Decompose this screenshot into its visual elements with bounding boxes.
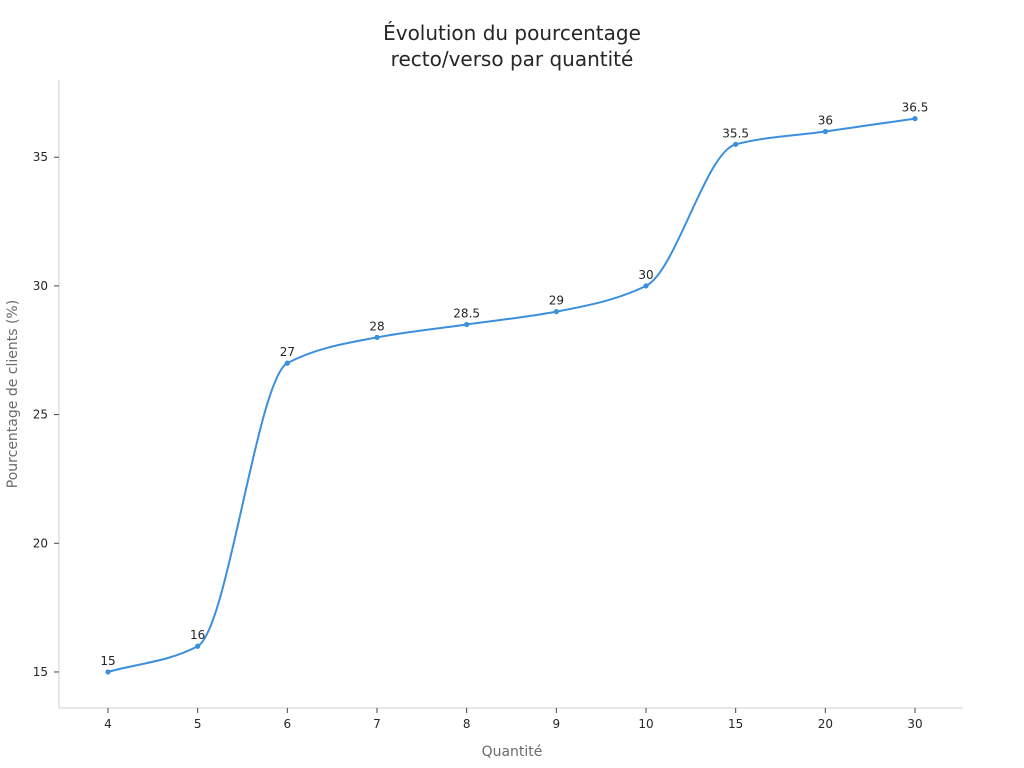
data-point (553, 309, 559, 315)
x-tick-label: 9 (553, 717, 561, 731)
data-point (912, 116, 918, 122)
data-label: 36.5 (902, 101, 929, 115)
data-label: 28 (369, 319, 384, 333)
data-point (733, 141, 739, 147)
y-axis-ticks: 15 20 25 30 35 (33, 150, 59, 679)
data-label: 16 (190, 628, 205, 642)
x-tick-label: 4 (104, 717, 112, 731)
y-tick-label: 35 (33, 150, 48, 164)
data-point (464, 321, 470, 328)
chart-title-line-2: recto/verso par quantité (391, 47, 634, 71)
y-axis-title: Pourcentage de clients (%) (5, 300, 21, 488)
x-tick-label: 6 (284, 717, 292, 731)
data-points (105, 116, 918, 675)
data-label: 15 (100, 654, 115, 668)
x-tick-label: 10 (638, 717, 653, 731)
x-tick-label: 30 (907, 717, 922, 731)
data-labels: 15 16 27 28 28.5 29 30 35.5 36 36.5 (100, 101, 928, 668)
x-tick-label: 20 (818, 717, 833, 731)
data-point (105, 669, 111, 675)
data-label: 28.5 (453, 307, 480, 321)
chart-title-line-1: Évolution du pourcentage (383, 21, 641, 45)
data-label: 29 (549, 294, 564, 308)
y-tick-label: 25 (33, 408, 48, 422)
series-line-group (107, 117, 916, 673)
x-tick-label: 8 (463, 717, 471, 731)
data-point (643, 283, 649, 289)
x-axis-ticks: 4 5 6 7 8 9 10 15 20 30 (104, 708, 923, 731)
x-axis-title: Quantité (482, 744, 543, 760)
y-tick-label: 15 (33, 665, 48, 679)
data-point (195, 643, 201, 649)
x-tick-label: 5 (194, 717, 202, 731)
data-label: 35.5 (722, 126, 749, 140)
data-point (822, 128, 828, 135)
x-tick-label: 15 (728, 717, 743, 731)
y-tick-label: 30 (33, 279, 48, 293)
x-tick-label: 7 (373, 717, 381, 731)
data-point (284, 360, 290, 366)
data-point (374, 334, 380, 340)
data-label: 36 (818, 113, 833, 127)
y-tick-label: 20 (33, 536, 48, 550)
data-label: 30 (638, 268, 653, 282)
data-label: 27 (280, 345, 295, 359)
series-line (107, 117, 916, 673)
